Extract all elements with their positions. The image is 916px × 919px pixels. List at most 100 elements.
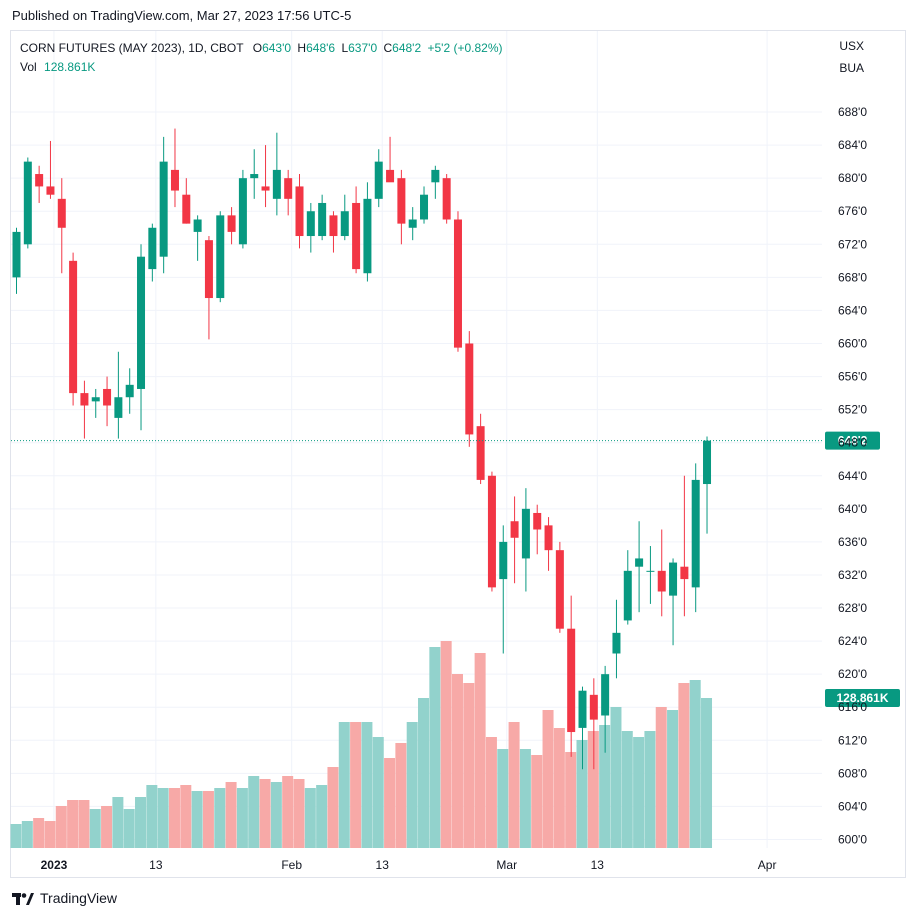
y-tick-label: 640'0 — [838, 502, 867, 516]
candle-body — [601, 674, 610, 716]
candle-body — [35, 174, 44, 187]
volume-bar — [168, 788, 180, 848]
volume-bar — [55, 806, 67, 848]
volume-bar — [384, 758, 396, 848]
candle-body — [510, 521, 519, 538]
volume-bar — [33, 818, 45, 848]
volume-value: 128.861K — [44, 60, 96, 74]
candle-body — [408, 219, 417, 228]
open-value: 643'0 — [262, 41, 292, 55]
candle-body — [148, 227, 157, 270]
chart-legend: CORN FUTURES (MAY 2023), 1D, CBOT O643'0… — [20, 39, 503, 77]
volume-bar — [293, 779, 305, 848]
x-tick-label: 13 — [149, 858, 163, 872]
volume-bar — [338, 722, 350, 848]
y-tick-label: 688'0 — [838, 105, 867, 119]
volume-bar — [655, 707, 667, 848]
candle-body — [612, 632, 621, 654]
volume-bar — [667, 710, 679, 848]
candle-body — [23, 161, 32, 245]
candle-body — [216, 215, 225, 299]
volume-bar — [146, 785, 158, 848]
y-tick-label: 680'0 — [838, 171, 867, 185]
volume-value-label: 128.861K — [836, 691, 888, 705]
volume-bar — [689, 680, 701, 848]
candle-body — [57, 198, 66, 228]
volume-bar — [599, 725, 611, 848]
y-tick-label: 632'0 — [838, 568, 867, 582]
candle-body — [46, 186, 55, 195]
candle-body — [306, 211, 315, 237]
volume-bar — [316, 785, 328, 848]
volume-bar — [350, 722, 362, 848]
volume-bar — [135, 797, 147, 848]
y-tick-label: 608'0 — [838, 766, 867, 780]
price-axis[interactable]: 688'0 684'0 680'0 676'0 672'0 668'0 664'0 660'0… — [838, 105, 867, 846]
volume-bar — [451, 674, 463, 848]
volume-bar — [576, 740, 588, 848]
footer-branding[interactable]: TradingView — [12, 890, 117, 906]
volume-bars — [10, 641, 713, 848]
candle-body — [567, 628, 576, 733]
candle-body — [363, 198, 372, 274]
published-caption: Published on TradingView.com, Mar 27, 20… — [12, 8, 352, 23]
last-price-label: 648'2 — [838, 434, 868, 448]
volume-bar — [440, 641, 452, 848]
volume-bar — [587, 731, 599, 848]
currency-unit[interactable]: USX — [839, 39, 864, 53]
volume-bar — [67, 800, 79, 848]
y-tick-label: 668'0 — [838, 270, 867, 284]
volume-bar — [610, 707, 622, 848]
high-value: 648'6 — [306, 41, 336, 55]
volume-bar — [644, 731, 656, 848]
volume-bar — [565, 752, 577, 848]
time-axis[interactable]: 2023 13 Feb 13 Mar 13 Apr — [41, 858, 777, 872]
volume-bar — [180, 785, 192, 848]
candle-body — [295, 186, 304, 237]
candle-body — [397, 178, 406, 224]
volume-bar — [44, 821, 56, 848]
candle-body — [555, 550, 564, 629]
volume-bar — [429, 647, 441, 848]
candle-body — [669, 562, 678, 596]
volume-bar — [214, 788, 226, 848]
chart-frame[interactable] — [10, 30, 906, 878]
y-tick-label: 648'0 — [838, 436, 867, 450]
volume-bar — [202, 791, 214, 848]
volume-bar — [270, 782, 282, 848]
volume-bar — [225, 782, 237, 848]
candle-body — [533, 512, 542, 530]
volume-bar — [497, 749, 509, 848]
volume-bar — [304, 788, 316, 848]
candle-body — [691, 479, 700, 588]
symbol-title[interactable]: CORN FUTURES (MAY 2023), 1D, CBOT — [20, 41, 244, 55]
volume-label[interactable]: Vol — [20, 60, 37, 74]
candle-body — [521, 508, 530, 559]
candle-body — [170, 169, 179, 191]
candle-body — [318, 202, 327, 237]
candle-body — [578, 690, 587, 728]
candle-body — [91, 397, 100, 402]
y-tick-label: 644'0 — [838, 469, 867, 483]
tradingview-logo-icon — [12, 892, 34, 905]
candle-body — [635, 558, 644, 567]
candle-body — [465, 343, 474, 435]
candle-body — [703, 440, 712, 485]
candle-body — [352, 202, 361, 270]
candle-body — [442, 178, 451, 220]
candle-body — [646, 570, 655, 572]
volume-bar — [678, 683, 690, 848]
candle-body — [499, 541, 508, 580]
candle-body — [340, 211, 349, 237]
volume-bar — [89, 809, 101, 848]
y-tick-label: 620'0 — [838, 667, 867, 681]
open-label: O — [252, 41, 263, 55]
volume-bar — [372, 737, 384, 848]
currency-subunit[interactable]: BUA — [839, 61, 864, 75]
volume-bar — [282, 776, 294, 848]
candle-body — [193, 219, 202, 232]
volume-bar — [418, 698, 430, 848]
x-tick-label: 2023 — [41, 858, 68, 872]
y-tick-label: 660'0 — [838, 337, 867, 351]
